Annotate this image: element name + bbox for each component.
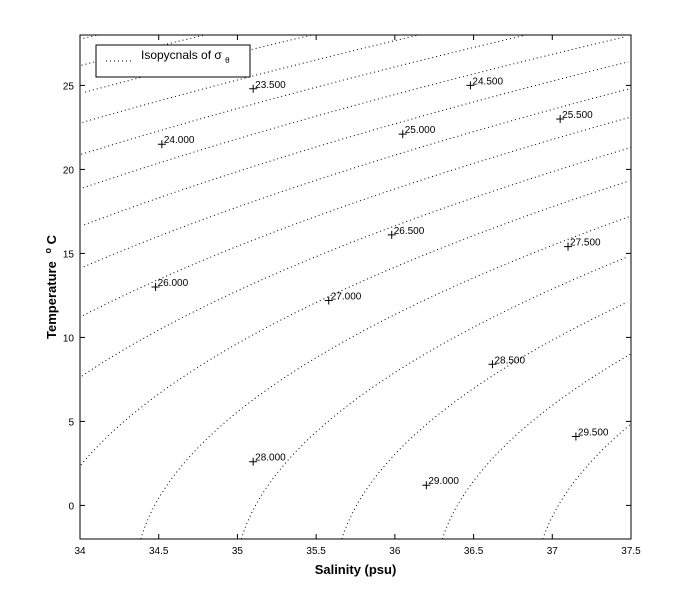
contour-label-marker [466,81,475,90]
isopycnal-line-5 [85,34,312,93]
contour-label-marker [398,130,407,139]
y-tick-label: 15 [63,249,75,260]
contour-label-marker [571,432,580,441]
contour-label: 24.000 [164,135,195,146]
isopycnal-line-3 [83,34,98,39]
x-tick-label: 36.5 [464,546,484,557]
contour-label-marker [556,115,565,123]
y-tick-label: 20 [63,165,75,176]
contour-label: 29.000 [428,476,459,487]
isopycnal-line-8 [82,36,626,189]
contour-label: 23.500 [255,80,286,91]
y-tick-label: 10 [63,333,75,344]
y-axis-title: Temperature o C [39,234,59,339]
contour-label-marker [324,296,333,305]
contour-label-marker [564,242,573,251]
contour-label: 29.500 [578,428,609,439]
isopycnal-line-14 [140,215,630,540]
isopycnal-line-7 [81,34,526,155]
contour-label: 25.000 [405,125,436,136]
contour-label-marker [249,457,258,466]
legend-entry: Isopycnals of σ θ [141,48,230,65]
isopycnal-line-12 [81,147,631,377]
y-axis-title-sup: o [43,248,53,254]
y-axis-ticks: 0 5 10 15 20 25 [63,81,631,512]
isopycnal-labels: 23.500 24.000 24.500 25.000 25.500 26.000 26.5… [151,76,609,490]
x-tick-label: 34.5 [149,546,169,557]
x-tick-label: 36 [389,546,401,557]
y-tick-label: 25 [63,81,75,92]
y-axis-title-unit: C [44,234,59,244]
isopycnal-line-17 [441,353,631,540]
isopycnal-line-15 [240,256,629,540]
x-tick-label: 35.5 [306,546,326,557]
contour-label: 24.500 [472,76,503,87]
legend: Isopycnals of σ θ [95,44,251,78]
isopycnal-line-16 [341,301,628,540]
contour-label-marker [249,84,258,93]
contour-label: 28.000 [255,453,286,464]
legend-entry-text: Isopycnals of σ [141,48,222,62]
contour-label: 26.000 [158,278,189,289]
isopycnal-line-11 [82,116,630,317]
contour-label: 27.500 [570,238,601,249]
isopycnal-line-18 [542,424,631,540]
contour-label: 25.500 [562,110,593,121]
x-tick-label: 35 [232,546,244,557]
x-axis-ticks: 34 34.5 35 35.5 36 36.5 37 37.5 [74,35,641,557]
x-axis-title: Salinity (psu) [315,562,397,577]
contour-label-marker [488,360,497,369]
legend-entry-sub: θ [225,56,230,65]
y-axis-title-text: Temperature [44,261,59,339]
x-tick-label: 37.5 [621,546,641,557]
y-tick-label: 0 [68,501,74,512]
contour-label-marker [387,230,396,239]
isopycnal-line-10 [83,88,630,268]
contour-label: 27.000 [331,291,362,302]
contour-label-marker [151,283,160,291]
isopycnal-line-13 [80,180,629,466]
y-tick-label: 5 [68,417,74,428]
x-tick-label: 34 [74,546,86,557]
legend-box [95,44,251,78]
contour-label: 28.500 [494,355,525,366]
axes-frame [79,34,632,540]
contour-label: 26.500 [394,226,425,237]
contour-label-marker [157,140,166,149]
x-tick-label: 37 [547,546,559,557]
contour-label-marker [422,481,431,490]
